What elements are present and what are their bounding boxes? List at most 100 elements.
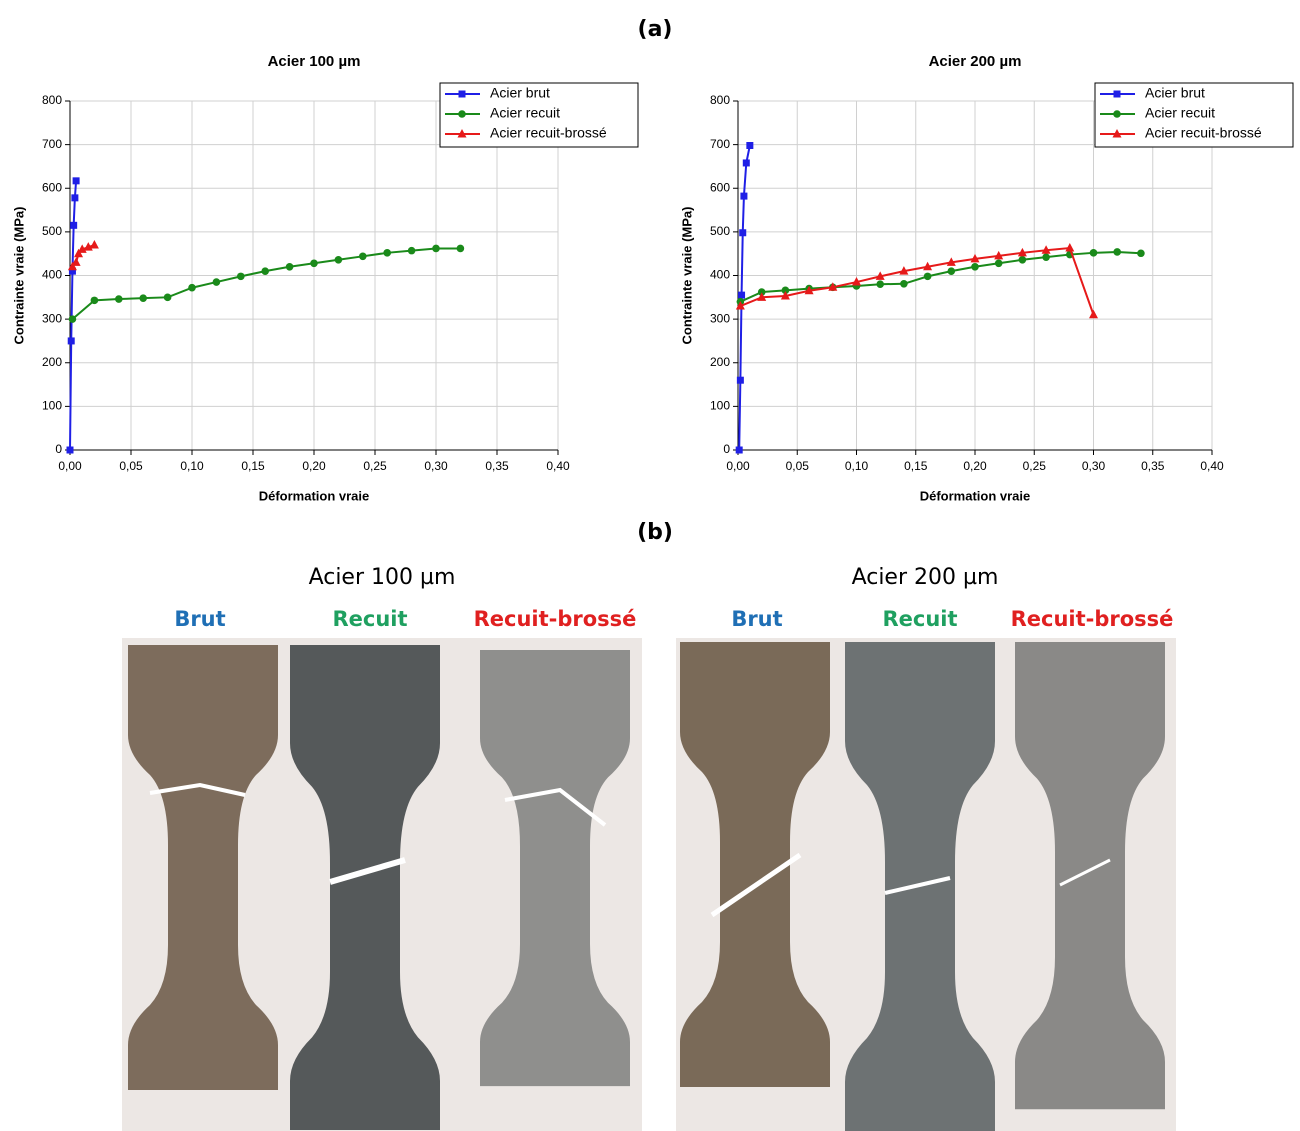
marker [359, 252, 367, 261]
marker [899, 266, 909, 275]
marker [900, 279, 908, 288]
photo [122, 638, 642, 1131]
marker [285, 262, 294, 271]
x-tick-label: 0,00 [58, 459, 82, 473]
marker [163, 293, 172, 302]
crack [329, 857, 406, 885]
marker [781, 286, 790, 295]
y-tick-label: 700 [710, 137, 730, 151]
marker [66, 446, 74, 454]
crack [884, 876, 951, 895]
x-tick-label: 0,35 [1141, 459, 1165, 473]
chart-title: Acier 200 µm [929, 53, 1022, 70]
legend-label: Acier brut [1145, 85, 1205, 101]
x-tick-label: 0,30 [424, 459, 448, 473]
x-tick-label: 0,30 [1082, 459, 1106, 473]
marker [1065, 243, 1075, 252]
y-tick-label: 200 [42, 355, 62, 369]
x-axis-label: Déformation vraie [920, 488, 1031, 503]
y-tick-label: 0 [723, 442, 730, 456]
x-axis-label: Déformation vraie [259, 488, 370, 503]
y-tick-label: 400 [710, 268, 730, 282]
marker [310, 259, 318, 268]
photo-label: Recuit [332, 607, 407, 631]
y-tick-label: 600 [42, 180, 62, 194]
y-tick-label: 400 [42, 268, 62, 282]
x-tick-label: 0,40 [1200, 459, 1224, 473]
marker [1042, 253, 1050, 261]
marker [407, 246, 416, 255]
marker [72, 177, 80, 185]
x-tick-label: 0,25 [363, 459, 387, 473]
marker [212, 278, 221, 286]
marker [83, 242, 93, 251]
marker [738, 291, 746, 299]
marker [1041, 245, 1051, 254]
y-tick-label: 0 [55, 442, 62, 456]
y-tick-label: 300 [710, 311, 730, 325]
y-tick-label: 100 [42, 399, 62, 413]
marker [458, 90, 466, 98]
photo-label: Recuit-brossé [474, 607, 637, 631]
marker [188, 283, 196, 292]
x-tick-label: 0,20 [302, 459, 326, 473]
marker [875, 271, 885, 280]
crack [149, 782, 246, 797]
marker [947, 267, 956, 275]
marker [970, 253, 980, 263]
panel-label: (a) [638, 17, 673, 42]
legend-label: Acier recuit [1145, 105, 1215, 121]
marker [1089, 249, 1098, 257]
panel-label: (b) [637, 520, 673, 545]
marker [68, 267, 76, 275]
photo-title: Acier 200 µm [852, 565, 999, 590]
marker [852, 277, 861, 286]
legend-label: Acier recuit-brossé [490, 125, 607, 141]
marker [1113, 90, 1121, 98]
marker [746, 141, 754, 149]
photo-title: Acier 100 µm [309, 565, 456, 590]
x-tick-label: 0,35 [485, 459, 509, 473]
marker [432, 244, 440, 253]
marker [67, 337, 75, 345]
photo-label: Recuit [882, 607, 957, 631]
marker [780, 291, 790, 300]
y-tick-label: 200 [710, 355, 730, 369]
y-tick-label: 500 [710, 224, 730, 238]
marker [71, 194, 79, 202]
x-tick-label: 0,00 [726, 459, 750, 473]
marker [828, 282, 838, 291]
marker [736, 376, 744, 384]
marker [1113, 248, 1121, 256]
marker [74, 248, 84, 258]
marker [739, 229, 747, 237]
marker [70, 221, 78, 229]
marker [923, 261, 933, 271]
marker [876, 280, 884, 289]
y-tick-label: 700 [42, 137, 62, 151]
marker [383, 249, 392, 257]
marker [1017, 247, 1027, 257]
marker [261, 267, 270, 275]
series-line [739, 250, 1141, 303]
marker [68, 315, 77, 323]
x-tick-label: 0,10 [845, 459, 869, 473]
y-axis-label: Contrainte vraie (MPa) [11, 207, 26, 345]
marker [742, 159, 750, 167]
marker [1112, 129, 1122, 138]
y-tick-label: 600 [710, 180, 730, 194]
legend-label: Acier brut [490, 85, 550, 101]
marker [115, 295, 123, 303]
marker [994, 250, 1004, 260]
photo-label: Recuit-brossé [1011, 607, 1174, 631]
marker [735, 301, 745, 310]
marker [67, 261, 77, 271]
y-axis-label: Contrainte vraie (MPa) [679, 207, 694, 345]
marker [456, 244, 465, 253]
marker [77, 244, 87, 253]
marker [740, 192, 748, 200]
chart-title: Acier 100 µm [268, 53, 361, 70]
photo-label: Brut [174, 607, 225, 631]
marker [757, 288, 766, 296]
